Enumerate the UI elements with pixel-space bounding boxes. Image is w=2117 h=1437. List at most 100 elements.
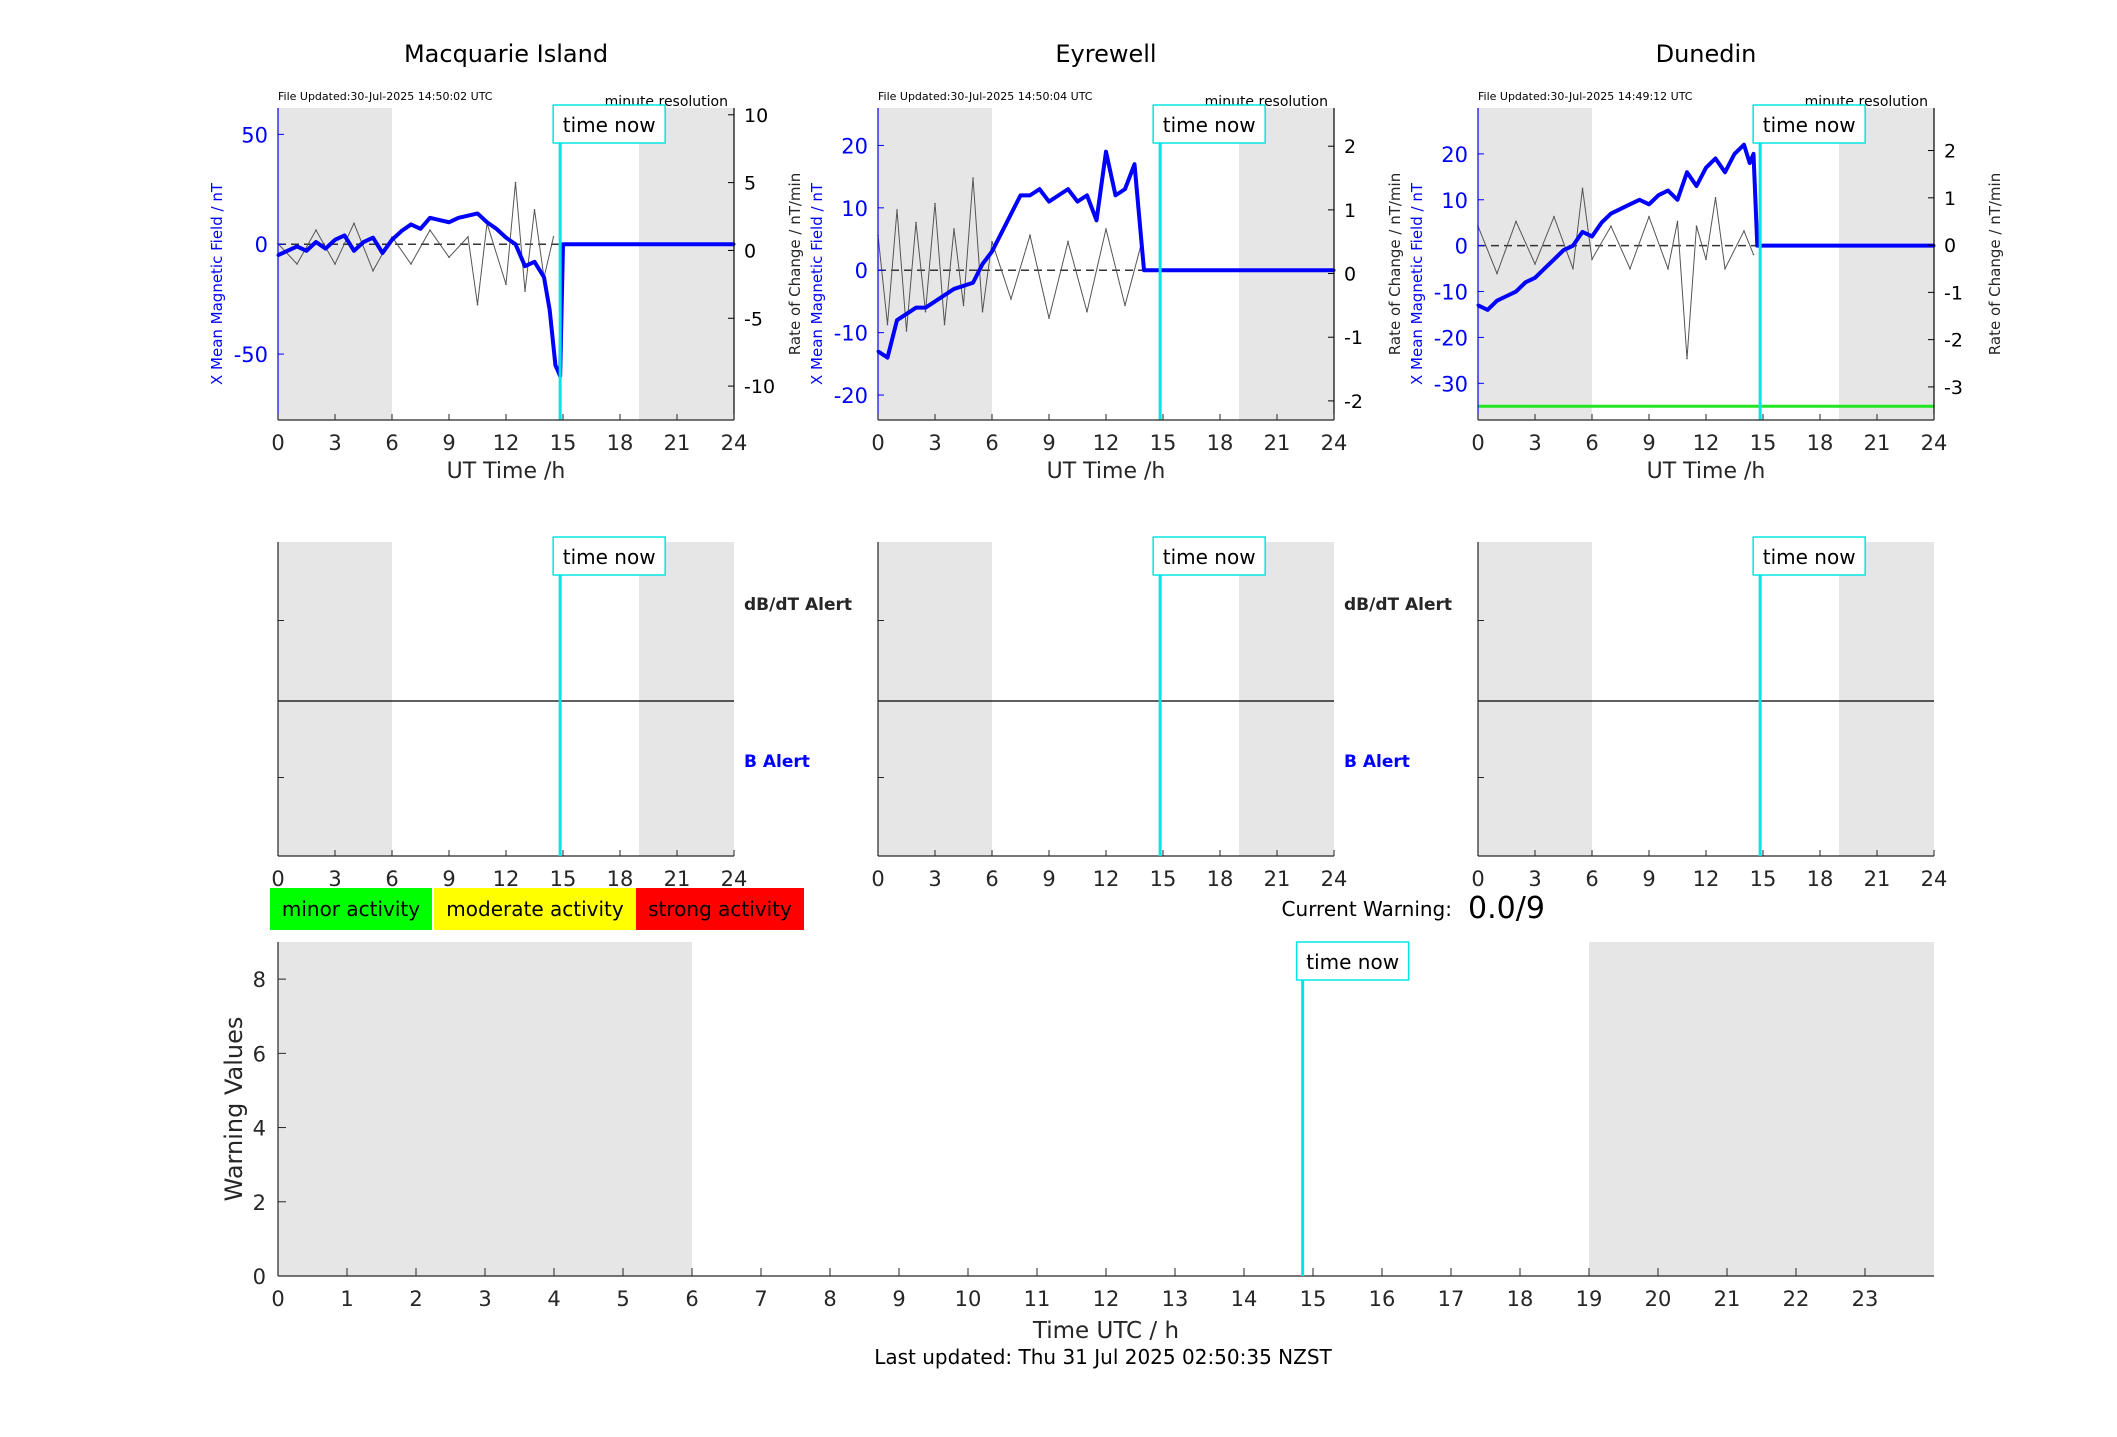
field-point	[924, 306, 927, 310]
rate-point	[1714, 197, 1717, 199]
field-point	[533, 260, 536, 264]
field-point	[895, 318, 899, 322]
field-point	[1619, 207, 1622, 211]
rate-point	[334, 263, 336, 265]
x-tick-label: 18	[1807, 431, 1834, 455]
left-tick-label: 20	[841, 134, 868, 158]
field-point	[943, 293, 946, 297]
field-point	[548, 308, 552, 312]
rate-point	[1010, 298, 1012, 300]
left-tick-label: -20	[834, 384, 868, 408]
current-warning: Current Warning: 0.0/9	[1282, 891, 1545, 926]
field-point	[561, 242, 565, 246]
field-point	[447, 220, 451, 224]
rate-point	[1648, 215, 1650, 218]
x-tick-label: 24	[1921, 431, 1948, 455]
y-tick-label: 8	[253, 968, 266, 992]
field-point	[1114, 193, 1117, 197]
activity-legend: minor activity moderate activity strong ac…	[270, 888, 804, 930]
left-tick-label: -50	[234, 343, 268, 367]
rate-point	[905, 330, 908, 332]
rate-series-line	[1477, 188, 1754, 359]
rate-point	[1534, 263, 1536, 265]
x-tick-label: 12	[1093, 867, 1120, 891]
left-tick-label: 10	[841, 197, 868, 221]
legend-label-strong: strong activity	[648, 897, 792, 921]
right-tick-label: 1	[1944, 188, 1956, 210]
y-tick-label: 0	[253, 1265, 266, 1289]
x-tick-label: 13	[1162, 1287, 1189, 1311]
left-tick-label: 10	[1441, 189, 1468, 213]
x-tick-label: 9	[1642, 867, 1655, 891]
night-band	[1839, 542, 1934, 856]
field-point	[1066, 187, 1070, 191]
x-tick-label: 24	[1921, 867, 1948, 891]
night-band	[278, 942, 692, 1276]
x-tick-label: 0	[271, 1287, 284, 1311]
field-point	[914, 306, 918, 310]
time-now-box	[1752, 104, 1866, 144]
field-point	[1748, 161, 1752, 165]
night-band	[1478, 542, 1592, 856]
x-axis-label: UT Time /h	[447, 459, 566, 484]
right-tick-label: -10	[744, 376, 775, 398]
rate-point	[410, 263, 412, 265]
x-tick-label: 14	[1231, 1287, 1258, 1311]
x-tick-label: 0	[1471, 431, 1484, 455]
time-now-label: time now	[1163, 113, 1256, 137]
x-tick-label: 9	[1042, 867, 1055, 891]
left-tick-label: 0	[255, 233, 268, 257]
rate-point	[1629, 267, 1631, 270]
time-now-label: time now	[1163, 545, 1256, 569]
rate-point	[296, 263, 298, 265]
file-updated: File Updated:30-Jul-2025 14:50:02 UTC	[278, 90, 493, 103]
rate-point	[1048, 317, 1050, 319]
field-point	[305, 249, 308, 253]
x-tick-label: 24	[721, 431, 748, 455]
x-tick-label: 9	[892, 1287, 905, 1311]
field-point	[1095, 218, 1098, 222]
x-tick-label: 3	[928, 867, 941, 891]
x-tick-label: 12	[1093, 1287, 1120, 1311]
field-point	[905, 312, 908, 316]
rate-point	[886, 323, 889, 326]
time-now-box	[552, 536, 666, 576]
field-point	[981, 262, 984, 266]
x-tick-label: 5	[616, 1287, 629, 1311]
x-tick-label: 20	[1645, 1287, 1672, 1311]
field-point	[314, 240, 318, 244]
legend-label-minor: minor activity	[282, 897, 420, 921]
rate-point	[1553, 215, 1555, 218]
x-axis-label: Time UTC / h	[1032, 1318, 1179, 1344]
field-point	[1733, 152, 1736, 156]
field-point	[1723, 170, 1727, 174]
field-point	[1047, 200, 1051, 204]
time-now-box	[1152, 104, 1266, 144]
rate-point	[1676, 220, 1679, 223]
x-tick-label: 6	[385, 431, 398, 455]
field-point	[1590, 234, 1594, 238]
left-tick-label: 0	[855, 259, 868, 283]
x-tick-label: 21	[1864, 431, 1891, 455]
left-axis-label: X Mean Magnetic Field / nT	[808, 182, 826, 385]
x-tick-label: 15	[1750, 867, 1777, 891]
station-title: Eyrewell	[1055, 40, 1156, 68]
time-now-label: time now	[563, 545, 656, 569]
night-band	[1839, 108, 1934, 420]
night-band	[878, 108, 992, 420]
x-tick-label: 3	[1528, 431, 1541, 455]
b-alert-label: B Alert	[744, 752, 810, 772]
field-point	[485, 220, 489, 224]
field-point	[1028, 193, 1032, 197]
field-point	[1685, 170, 1689, 174]
rate-point	[1029, 234, 1031, 237]
x-tick-label: 6	[685, 1287, 698, 1311]
field-point	[1123, 187, 1127, 191]
night-band	[1239, 542, 1334, 856]
rate-point	[353, 222, 355, 225]
rate-point	[1752, 253, 1755, 256]
rate-point	[1572, 267, 1574, 270]
rate-point	[372, 269, 374, 272]
